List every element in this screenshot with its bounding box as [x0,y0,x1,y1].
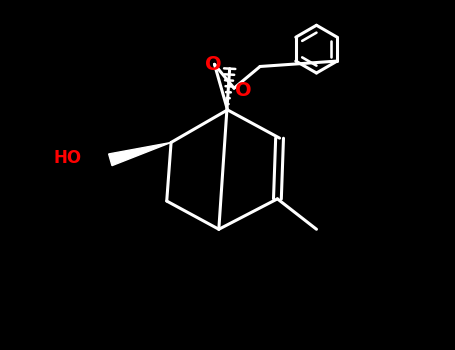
Text: O: O [235,81,252,100]
Polygon shape [109,142,171,166]
Text: HO: HO [54,149,82,167]
Text: O: O [205,55,222,74]
